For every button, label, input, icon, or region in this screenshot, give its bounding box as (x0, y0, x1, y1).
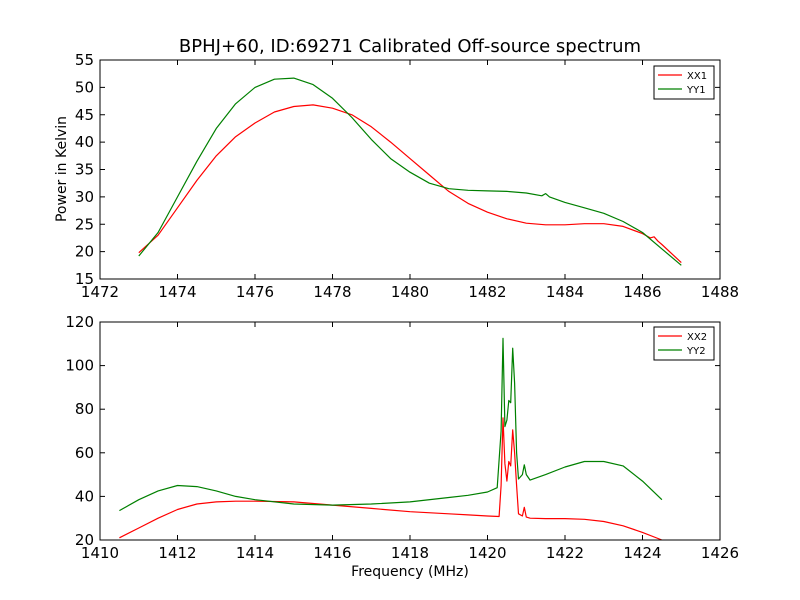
y-tick-label: 40 (75, 487, 94, 505)
x-tick-label: 1410 (81, 544, 119, 562)
chart-title: BPHJ+60, ID:69271 Calibrated Off-source … (179, 36, 641, 57)
y-tick-label: 120 (65, 313, 94, 331)
x-tick-label: 1480 (391, 283, 429, 301)
y-tick-label: 35 (75, 161, 94, 179)
y-tick-label: 20 (75, 531, 94, 549)
x-tick-label: 1422 (546, 544, 584, 562)
x-axis-label: Frequency (MHz) (351, 564, 469, 580)
x-tick-label: 1476 (236, 283, 274, 301)
y-tick-label: 45 (75, 106, 94, 124)
y-tick-label: 55 (75, 51, 94, 69)
legend-label-yy1: YY1 (686, 85, 706, 96)
x-tick-label: 1486 (623, 283, 661, 301)
legend-box (653, 326, 715, 361)
x-tick-label: 1414 (236, 544, 274, 562)
y-tick-label: 25 (75, 215, 94, 233)
series-line-xx1 (138, 104, 682, 264)
x-tick-label: 1412 (158, 544, 196, 562)
y-tick-label: 50 (75, 78, 94, 96)
y-tick-label: 20 (75, 243, 94, 261)
x-tick-label: 1418 (391, 544, 429, 562)
x-tick-label: 1474 (158, 283, 196, 301)
x-tick-label: 1416 (313, 544, 351, 562)
y-tick-label: 40 (75, 133, 94, 151)
y-tick-label: 60 (75, 444, 94, 462)
x-tick-label: 1482 (468, 283, 506, 301)
y-tick-label: 30 (75, 188, 94, 206)
series-line-yy1 (138, 77, 682, 266)
bottom-panel: 1410 1412 1414 1416 1418 1420 1422 1424 1426 20 40… (65, 313, 739, 562)
x-tick-label: 1424 (623, 544, 661, 562)
x-tick-label: 1426 (701, 544, 739, 562)
y-tick-label: 100 (65, 357, 94, 375)
y-tick-label: 80 (75, 400, 94, 418)
x-tick-label: 1478 (313, 283, 351, 301)
legend-label-xx2: XX2 (687, 332, 707, 343)
legend-label-yy2: YY2 (686, 346, 706, 357)
y-tick-label: 15 (75, 270, 94, 288)
x-tick-label: 1488 (701, 283, 739, 301)
series-line-yy2 (119, 337, 663, 512)
top-panel: 1472 1474 1476 1478 1480 1482 1484 1486 1488 15 20… (75, 51, 739, 301)
y-axis-label: Power in Kelvin (54, 116, 70, 222)
legend-label-xx1: XX1 (687, 71, 707, 82)
x-tick-label: 1420 (468, 544, 506, 562)
legend-box (653, 65, 715, 100)
x-tick-label: 1484 (546, 283, 584, 301)
x-tick-label: 1472 (81, 283, 119, 301)
series-line-xx2 (119, 417, 663, 541)
